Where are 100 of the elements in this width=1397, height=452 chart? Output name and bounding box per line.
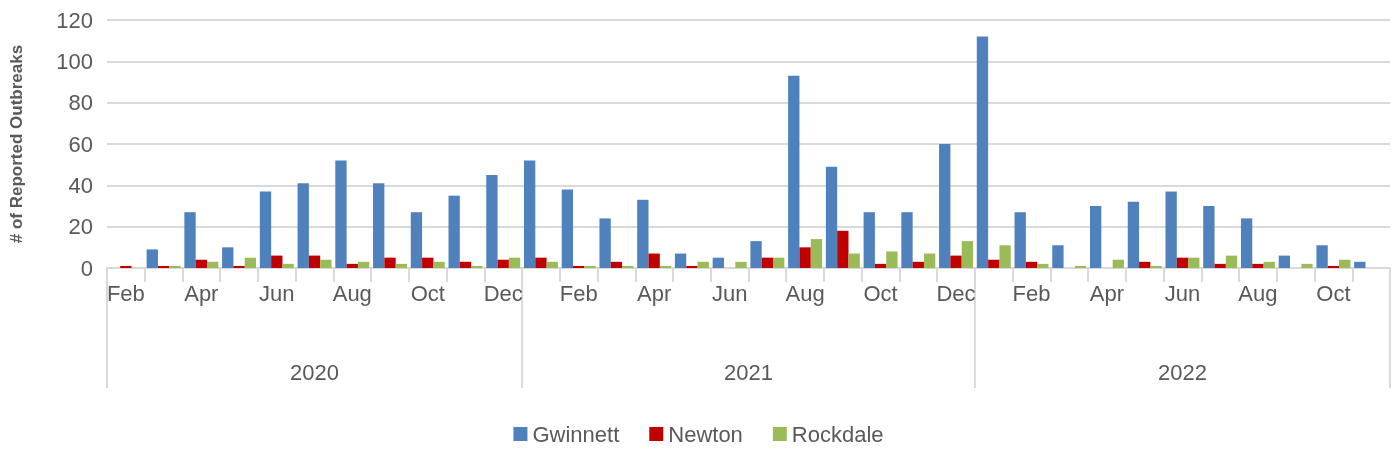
bar — [508, 257, 521, 268]
bar — [976, 36, 989, 268]
bar — [373, 183, 385, 268]
bar — [233, 265, 245, 268]
bar — [788, 75, 800, 268]
bar — [1354, 261, 1366, 268]
bar — [799, 247, 811, 268]
bar — [1203, 206, 1215, 268]
x-tick-label: Jun — [259, 280, 295, 306]
bar — [320, 259, 332, 268]
bar — [535, 257, 547, 268]
bar — [1278, 255, 1290, 268]
bar — [195, 259, 207, 268]
bar — [735, 261, 747, 268]
text: 2022 — [1157, 359, 1207, 385]
y-tick-label: 80 — [68, 90, 93, 116]
bar — [384, 257, 396, 268]
y-axis-title: # of Reported Outbreaks — [7, 44, 26, 244]
bar — [207, 261, 219, 268]
bar — [810, 239, 823, 268]
bar — [169, 265, 181, 268]
bar — [950, 255, 962, 268]
bar — [448, 195, 460, 268]
bar — [825, 166, 838, 268]
bar — [1188, 257, 1200, 268]
bar — [1165, 191, 1177, 268]
bar — [750, 241, 762, 268]
bar — [848, 253, 860, 268]
y-tick-label: 60 — [68, 131, 93, 157]
bar — [1090, 206, 1102, 268]
x-tick-label: Aug — [332, 280, 372, 306]
bar — [244, 257, 257, 268]
bar — [271, 255, 283, 268]
bar — [120, 265, 132, 268]
bar — [282, 263, 294, 268]
x-tick-label: Feb — [1012, 280, 1051, 306]
bar — [1052, 245, 1064, 268]
bar — [433, 261, 445, 268]
x-tick-label: Dec — [936, 280, 976, 306]
bar — [1214, 263, 1226, 268]
bar — [1014, 212, 1026, 268]
bar — [637, 199, 649, 268]
legend-label: Rockdale — [791, 421, 884, 447]
bar — [1127, 201, 1140, 268]
bar — [999, 245, 1011, 268]
bar — [1327, 265, 1340, 268]
x-tick-label: Apr — [1089, 280, 1125, 306]
x-tick-label: Feb — [106, 280, 145, 306]
x-tick-label: Oct — [410, 280, 445, 306]
bar — [912, 261, 924, 268]
x-tick-label: Jun — [1164, 280, 1201, 306]
bar — [297, 183, 309, 268]
bar — [599, 218, 611, 268]
x-tick-label: Apr — [637, 280, 672, 306]
bar — [584, 265, 596, 268]
bar — [259, 191, 272, 268]
bar — [1150, 265, 1162, 268]
bar — [1301, 263, 1313, 268]
bar — [1112, 259, 1124, 268]
bar — [939, 144, 951, 268]
text: 2020 — [290, 359, 340, 385]
text: 2021 — [724, 359, 773, 385]
x-tick-label: Oct — [863, 280, 898, 306]
bar — [1074, 265, 1087, 268]
bar — [422, 257, 434, 268]
y-tick-label: 100 — [56, 48, 93, 74]
bar — [395, 263, 407, 268]
bar — [659, 265, 672, 268]
legend-label: Newton — [668, 421, 743, 447]
bar — [546, 261, 558, 268]
bar — [146, 249, 158, 268]
x-tick-label: Feb — [559, 280, 598, 306]
legend-label: Gwinnett — [532, 421, 620, 447]
bar — [773, 257, 785, 268]
bar — [346, 263, 358, 268]
bar — [622, 265, 634, 268]
bar — [1176, 257, 1189, 268]
bar — [561, 189, 574, 268]
bar — [523, 160, 536, 268]
bar — [648, 253, 660, 268]
bar — [961, 241, 974, 268]
bar — [1252, 263, 1264, 268]
bar — [157, 265, 170, 268]
y-tick-label: 40 — [68, 172, 93, 198]
bar — [410, 212, 423, 268]
bar — [1339, 259, 1351, 268]
bar — [1139, 261, 1151, 268]
bar — [874, 263, 887, 268]
bar — [988, 259, 1000, 268]
y-tick-label: 0 — [80, 255, 93, 281]
bar — [573, 265, 585, 268]
x-tick-label: Dec — [483, 280, 523, 306]
bar — [335, 160, 347, 268]
bar — [686, 265, 698, 268]
bar — [837, 230, 849, 268]
bar — [761, 257, 774, 268]
bar — [1263, 261, 1275, 268]
bar — [357, 261, 370, 268]
bar — [1025, 261, 1038, 268]
bar — [901, 212, 913, 268]
